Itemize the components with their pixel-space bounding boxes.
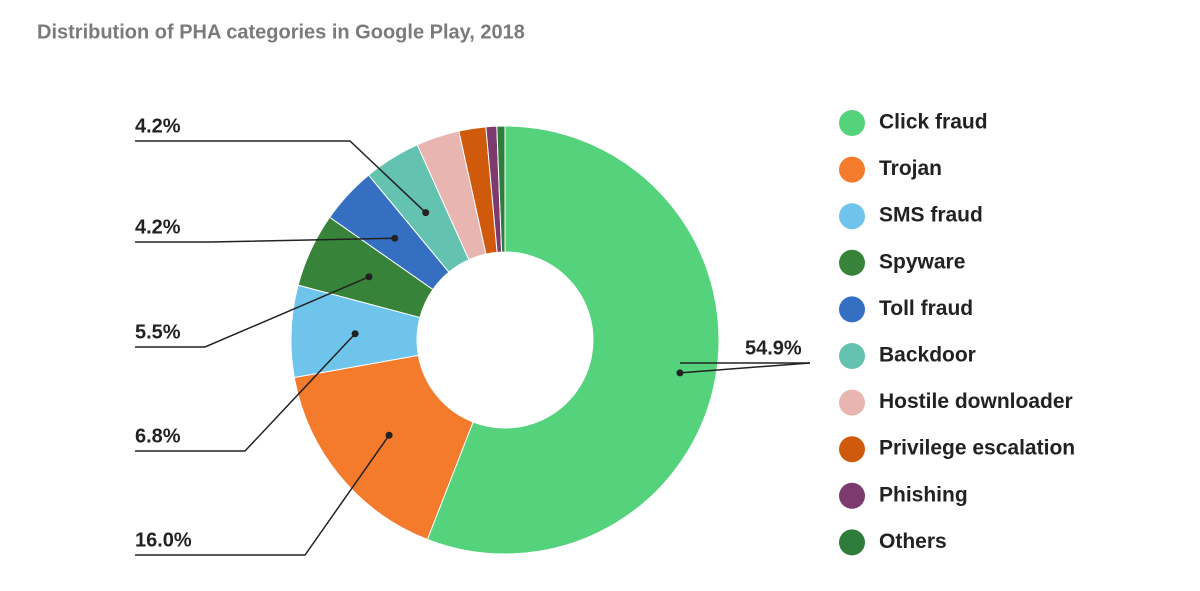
legend-swatch bbox=[839, 436, 865, 463]
donut-slice bbox=[293, 354, 474, 541]
leader-dot bbox=[422, 209, 430, 217]
leader-line bbox=[135, 276, 370, 348]
leader-dot bbox=[351, 330, 359, 338]
legend-label: Backdoor bbox=[879, 344, 976, 367]
donut-slice bbox=[496, 125, 506, 253]
donut-slice bbox=[426, 125, 720, 555]
legend-swatch bbox=[839, 529, 865, 556]
legend-swatch bbox=[839, 110, 865, 136]
data-label: 16.0% bbox=[135, 529, 192, 551]
chart-title: Distribution of PHA categories in Google… bbox=[37, 21, 525, 43]
legend-swatch bbox=[839, 203, 865, 230]
data-label: 4.2% bbox=[135, 115, 181, 137]
leader-line bbox=[135, 140, 427, 214]
legend-label: Click fraud bbox=[879, 111, 988, 134]
legend-swatch bbox=[839, 482, 865, 509]
legend-label: Privilege escalation bbox=[879, 437, 1075, 460]
legend-label: Toll fraud bbox=[879, 297, 973, 320]
legend-label: Spyware bbox=[879, 250, 965, 273]
leader-dot bbox=[365, 273, 373, 281]
data-label: 6.8% bbox=[135, 425, 181, 447]
leader-dot bbox=[385, 431, 393, 439]
leader-line bbox=[135, 237, 395, 243]
legend-swatch bbox=[839, 156, 865, 183]
leader-line bbox=[135, 434, 390, 556]
legend-swatch bbox=[839, 296, 865, 323]
leader-dot bbox=[676, 369, 684, 377]
legend-label: Trojan bbox=[879, 157, 942, 180]
legend-swatch bbox=[839, 249, 865, 276]
leader-line bbox=[679, 362, 811, 374]
data-label: 54.9% bbox=[745, 337, 802, 359]
data-label: 5.5% bbox=[135, 321, 181, 343]
legend-label: SMS fraud bbox=[879, 204, 983, 227]
legend-label: Hostile downloader bbox=[879, 390, 1073, 413]
legend-swatch bbox=[839, 343, 865, 369]
legend-label: Phishing bbox=[879, 483, 968, 506]
leader-dot bbox=[391, 234, 399, 242]
legend-swatch bbox=[839, 389, 865, 416]
data-label: 4.2% bbox=[135, 216, 181, 238]
leader-line bbox=[135, 333, 356, 452]
legend-label: Others bbox=[879, 530, 947, 553]
